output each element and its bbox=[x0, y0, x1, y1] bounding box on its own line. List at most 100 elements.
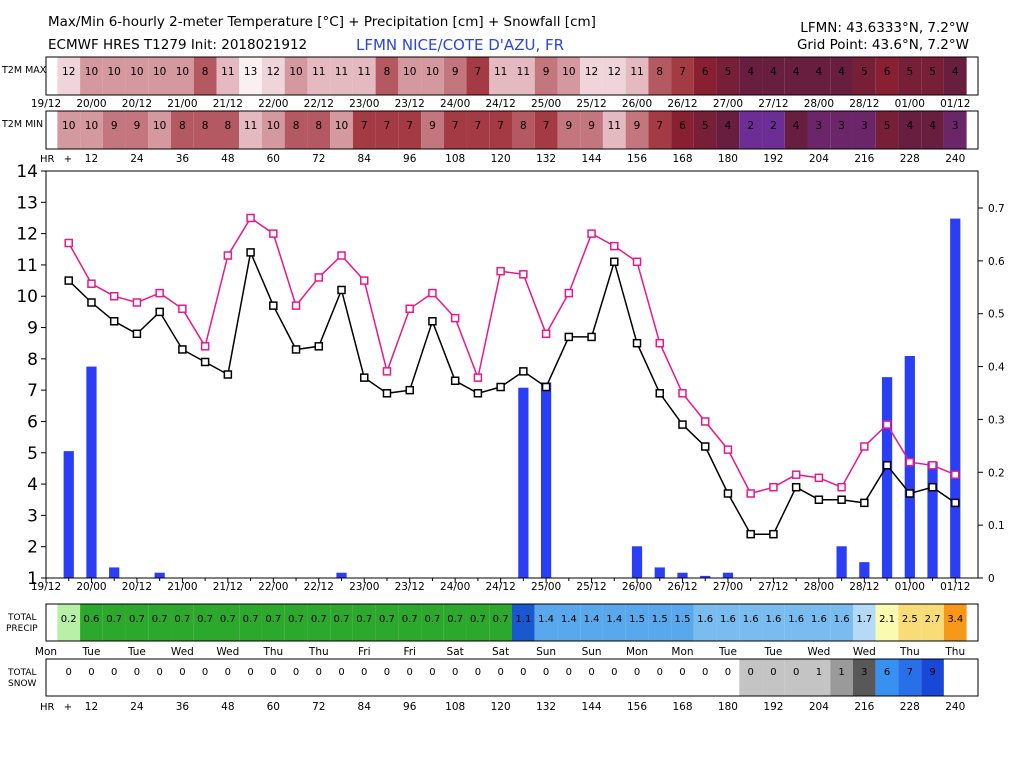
day-label: Sun bbox=[582, 646, 602, 658]
date-tick-label: 25/00 bbox=[531, 581, 561, 593]
total-snow-cell bbox=[716, 659, 740, 696]
t2m-min-cell bbox=[239, 111, 262, 149]
min-temp-point bbox=[860, 498, 869, 508]
t2m-max-cell bbox=[239, 57, 262, 95]
max-temp-point bbox=[473, 373, 483, 382]
min-temp-point bbox=[428, 317, 437, 326]
max-temp-point bbox=[428, 288, 437, 298]
hour-tick-label: 180 bbox=[718, 701, 738, 713]
min-temp-point bbox=[587, 332, 596, 342]
t2m-max-value: 4 bbox=[952, 66, 959, 78]
hour-tick-label: 96 bbox=[403, 153, 417, 165]
t2m-max-value: 11 bbox=[312, 66, 325, 78]
y-right-tick-label: 0.6 bbox=[988, 256, 1005, 268]
t2m-min-cell bbox=[625, 111, 649, 149]
t2m-min-cell bbox=[307, 111, 331, 149]
t2m-min-cell bbox=[534, 111, 558, 149]
t2m-min-cell bbox=[693, 111, 717, 149]
max-temp-point bbox=[337, 251, 346, 260]
t2m-max-label: T2M MAX bbox=[1, 65, 47, 76]
y-right-tick-label: 0.5 bbox=[988, 309, 1005, 321]
date-tick-label: 21/12 bbox=[213, 98, 243, 110]
total-snow-value: 0 bbox=[156, 667, 162, 678]
t2m-max-cell bbox=[375, 57, 399, 95]
total-snow-cell bbox=[398, 659, 422, 696]
date-tick-label: 22/00 bbox=[258, 581, 288, 593]
max-temp-point bbox=[905, 457, 915, 467]
t2m-max-value: 11 bbox=[358, 66, 371, 78]
total-precip-cell bbox=[807, 604, 831, 641]
t2m-max-cell bbox=[125, 57, 149, 95]
total-precip-value: 1.1 bbox=[515, 614, 531, 625]
t2m-min-cell bbox=[57, 111, 81, 149]
hour-tick-label: 72 bbox=[312, 701, 325, 713]
total-precip-cell bbox=[421, 604, 444, 641]
total-precip-value: 1.4 bbox=[584, 614, 600, 625]
min-temp-point bbox=[791, 482, 801, 492]
total-precip-cell bbox=[921, 604, 944, 641]
total-precip-cell bbox=[557, 604, 581, 641]
t2m-max-value: 4 bbox=[838, 66, 845, 78]
total-precip-cell bbox=[648, 604, 672, 641]
max-temp-point bbox=[632, 257, 642, 267]
t2m-min-value: 7 bbox=[384, 120, 391, 132]
date-tick-label: 24/12 bbox=[486, 581, 516, 593]
total-precip-cell bbox=[398, 604, 422, 641]
precip-bar bbox=[654, 567, 665, 578]
t2m-min-value: 10 bbox=[335, 120, 348, 132]
y-right-tick-label: 0.3 bbox=[988, 414, 1005, 426]
t2m-max-cell bbox=[648, 57, 672, 95]
total-precip-cell bbox=[216, 604, 240, 641]
total-precip-cell bbox=[716, 604, 740, 641]
t2m-max-value: 10 bbox=[85, 66, 98, 78]
total-precip-cell bbox=[852, 604, 876, 641]
t2m-max-cell bbox=[443, 57, 467, 95]
t2m-max-value: 12 bbox=[585, 66, 598, 78]
hour-tick-label: 12 bbox=[85, 701, 98, 713]
total-snow-value: 0 bbox=[588, 667, 594, 678]
total-precip-value: 1.4 bbox=[561, 614, 577, 625]
total-precip-value: 1.6 bbox=[765, 614, 781, 625]
total-snow-cell bbox=[171, 659, 194, 696]
y-left-tick-label: 12 bbox=[16, 225, 38, 245]
total-snow-cell bbox=[330, 659, 353, 696]
t2m-max-value: 11 bbox=[517, 66, 530, 78]
total-precip-value: 0.7 bbox=[106, 614, 122, 625]
y-right-tick-label: 0.2 bbox=[988, 467, 1005, 479]
date-tick-label: 24/00 bbox=[440, 581, 470, 593]
total-precip-value: 1.6 bbox=[697, 614, 713, 625]
date-tick-label: 25/00 bbox=[531, 98, 561, 110]
total-snow-value: 0 bbox=[361, 667, 367, 678]
t2m-max-cell bbox=[807, 57, 831, 95]
total-precip-value: 1.6 bbox=[788, 614, 804, 625]
total-snow-label: TOTAL bbox=[7, 668, 37, 678]
date-tick-label: 24/12 bbox=[486, 98, 516, 110]
date-tick-label: 24/00 bbox=[440, 98, 470, 110]
t2m-min-value: 2 bbox=[770, 120, 777, 132]
total-precip-cell bbox=[80, 604, 103, 641]
hr-label: HR bbox=[40, 702, 55, 713]
total-precip-value: 0.7 bbox=[402, 614, 418, 625]
total-snow-cell bbox=[830, 659, 853, 696]
min-temp-point bbox=[496, 382, 505, 392]
precip-bar bbox=[927, 461, 938, 578]
min-temp-point bbox=[769, 529, 778, 539]
date-tick-label: 27/00 bbox=[713, 581, 743, 593]
date-tick-label: 20/12 bbox=[122, 98, 152, 110]
date-tick-label: 28/12 bbox=[849, 98, 879, 110]
total-snow-cell bbox=[898, 659, 922, 696]
t2m-min-value: 9 bbox=[588, 120, 595, 132]
hour-tick-label: 144 bbox=[582, 701, 602, 713]
t2m-min-cell bbox=[580, 111, 603, 149]
t2m-max-cell bbox=[693, 57, 717, 95]
total-snow-value: 0 bbox=[225, 667, 231, 678]
hr-plus-label: + bbox=[64, 154, 72, 165]
total-snow-value: 0 bbox=[566, 667, 572, 678]
precip-bar bbox=[677, 572, 688, 578]
date-tick-label: 27/12 bbox=[758, 98, 788, 110]
max-temp-point bbox=[814, 473, 824, 483]
y-right-tick-label: 0.4 bbox=[988, 362, 1005, 374]
t2m-max-value: 11 bbox=[494, 66, 507, 78]
min-temp-point bbox=[564, 332, 574, 342]
hour-tick-label: 24 bbox=[130, 701, 144, 713]
